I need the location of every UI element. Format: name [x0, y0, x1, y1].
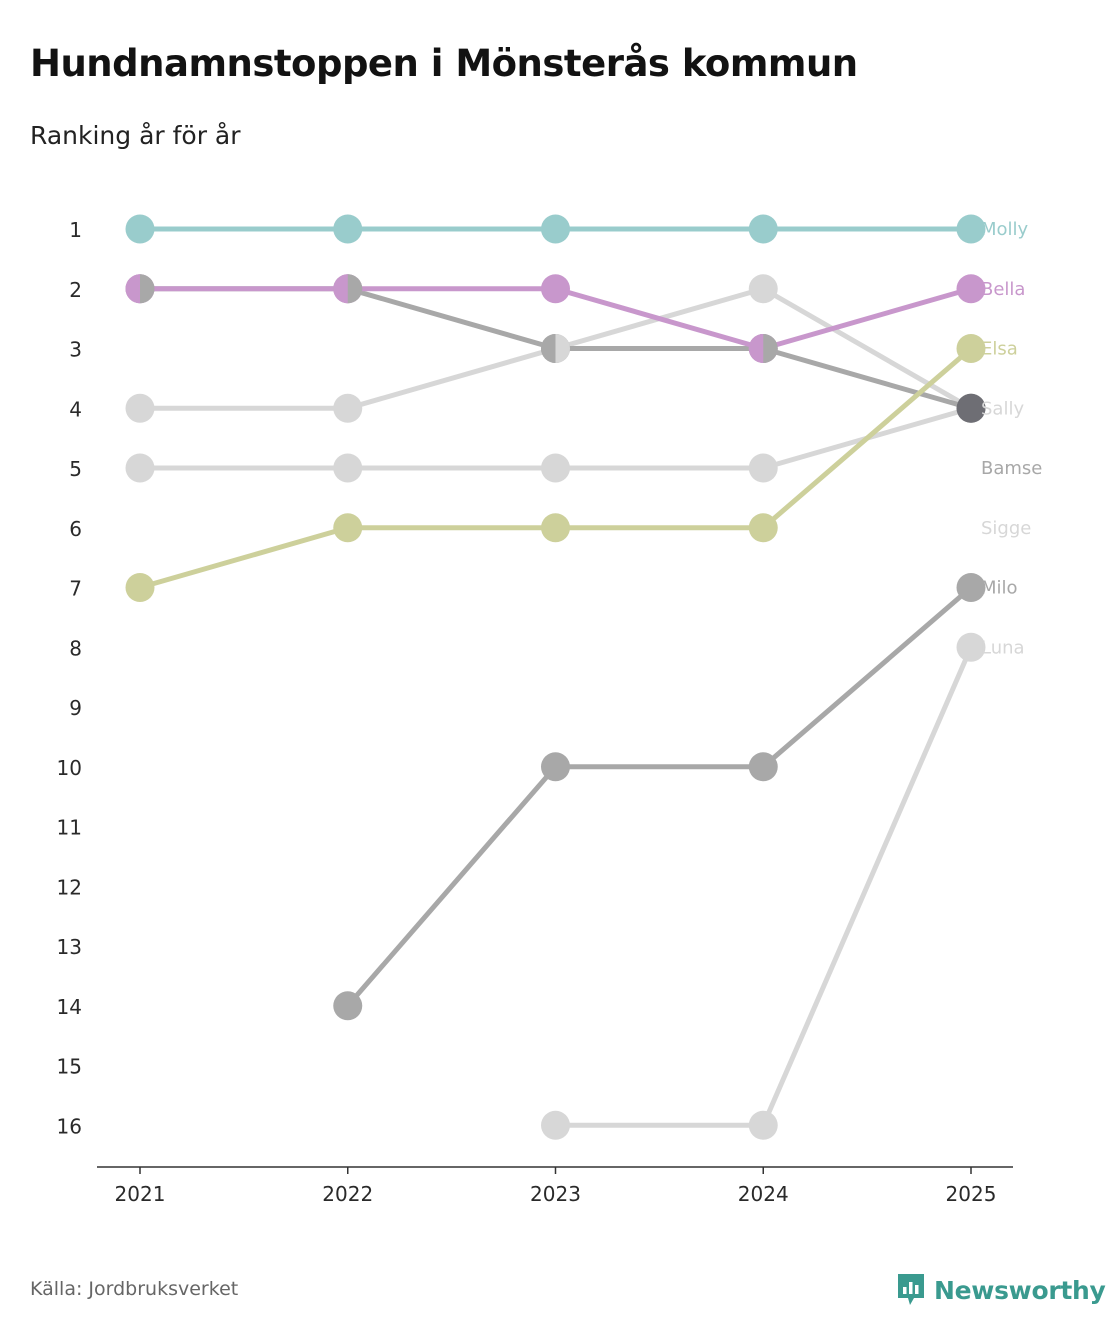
shared-point-2022-rank-2-right-half — [347, 274, 363, 304]
y-tick-label-11: 11 — [57, 816, 82, 840]
y-tick-label-12: 12 — [57, 875, 82, 899]
y-tick-label-4: 4 — [69, 397, 82, 421]
x-tick-label-2022: 2022 — [322, 1182, 373, 1206]
x-tick-label-2021: 2021 — [115, 1182, 166, 1206]
point-bamse-2021 — [125, 453, 155, 483]
y-tick-label-14: 14 — [57, 995, 82, 1019]
chart-subtitle: Ranking år för år — [30, 121, 241, 150]
point-bamse-2022 — [333, 453, 363, 483]
point-bella-2023 — [541, 274, 570, 304]
shared-point-2023-rank-3-left-half — [541, 334, 556, 363]
shared-point-2023-rank-3-right-half — [555, 334, 570, 363]
y-tick-label-1: 1 — [69, 218, 82, 242]
point-milo-2025 — [956, 573, 986, 602]
shared-point-2025-rank-4 — [956, 393, 986, 423]
end-label-elsa: Elsa — [981, 339, 1018, 360]
point-molly-2025 — [956, 214, 986, 244]
shared-point-2024-rank-3-right-half — [763, 334, 778, 363]
point-molly-2021 — [125, 214, 155, 244]
point-milo-2024 — [748, 752, 778, 782]
point-molly-2022 — [333, 214, 363, 244]
y-tick-label-5: 5 — [69, 457, 82, 481]
y-tick-label-6: 6 — [69, 517, 82, 541]
x-tick-label-2024: 2024 — [738, 1182, 789, 1206]
end-label-bella: Bella — [981, 279, 1025, 300]
end-label-luna: Luna — [981, 637, 1025, 658]
point-elsa-2025 — [956, 334, 986, 363]
end-label-bamse: Bamse — [981, 458, 1042, 479]
point-bamse-2024 — [748, 453, 778, 483]
point-elsa-2021 — [125, 573, 155, 602]
shared-point-2022-rank-2-left-half — [333, 274, 348, 304]
series-line-luna — [555, 646, 974, 1128]
x-tick-label-2025: 2025 — [946, 1182, 997, 1206]
point-sigge-2024 — [748, 274, 778, 304]
point-luna-2024 — [748, 1110, 778, 1140]
y-tick-label-16: 16 — [57, 1114, 82, 1138]
chart-title: Hundnamnstoppen i Mönsterås kommun — [30, 42, 858, 85]
point-molly-2024 — [748, 214, 778, 244]
y-tick-label-8: 8 — [69, 636, 82, 660]
point-elsa-2023 — [541, 513, 570, 543]
y-tick-label-13: 13 — [57, 935, 82, 959]
shared-point-2024-rank-3-left-half — [748, 334, 764, 363]
point-elsa-2022 — [333, 513, 363, 543]
source-note: Källa: Jordbruksverket — [30, 1278, 239, 1300]
shared-rank-points — [125, 274, 986, 423]
point-luna-2023 — [541, 1110, 570, 1140]
x-tick-label-2023: 2023 — [530, 1182, 581, 1206]
x-axis: 2021 2022 2023 2024 2025 — [97, 1166, 1013, 1206]
point-elsa-2024 — [748, 513, 778, 543]
end-labels: Molly Bella Elsa Sally Bamse Sigge Milo Luna — [981, 219, 1042, 658]
shared-point-2021-rank-2-left-half — [125, 274, 140, 304]
y-tick-label-3: 3 — [69, 338, 82, 362]
y-tick-label-2: 2 — [69, 278, 82, 302]
brand-logo: Newsworthy — [896, 1272, 1106, 1308]
shared-point-2021-rank-2-right-half — [140, 274, 155, 304]
point-sigge-2022 — [333, 393, 363, 423]
end-label-milo: Milo — [981, 578, 1018, 599]
y-tick-label-9: 9 — [69, 696, 82, 720]
brand-name: Newsworthy — [934, 1275, 1106, 1305]
end-label-sigge: Sigge — [981, 518, 1031, 539]
newsworthy-logo-icon — [898, 1274, 924, 1305]
series-lines — [139, 226, 974, 1128]
point-milo-2023 — [541, 752, 570, 782]
series-line-milo — [345, 585, 973, 1008]
end-label-sally: Sally — [981, 398, 1024, 419]
y-tick-label-10: 10 — [57, 756, 82, 780]
point-molly-2023 — [541, 214, 570, 244]
point-bamse-2023 — [541, 453, 570, 483]
point-sigge-2021 — [125, 393, 155, 423]
end-label-molly: Molly — [981, 219, 1029, 240]
y-tick-label-7: 7 — [69, 577, 82, 601]
point-milo-2022 — [333, 991, 363, 1021]
point-bella-2025 — [956, 274, 986, 304]
point-luna-2025 — [956, 632, 986, 662]
y-tick-label-15: 15 — [57, 1055, 82, 1079]
